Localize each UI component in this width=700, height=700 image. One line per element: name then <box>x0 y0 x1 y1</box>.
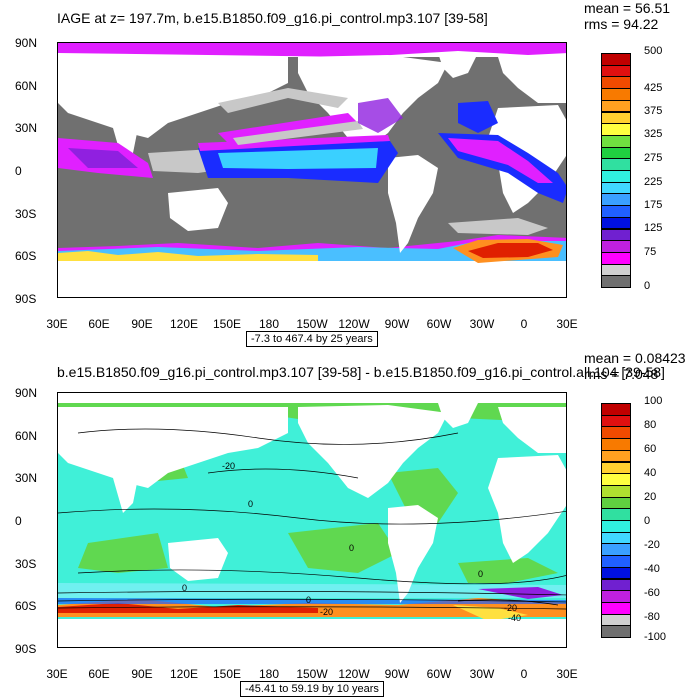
rms-value: rms = 7.048 <box>584 366 659 382</box>
lat-label: 90S <box>15 292 37 306</box>
colorbar <box>601 403 631 638</box>
mean-value: mean = 56.51 <box>584 0 671 16</box>
colorbar-label: 425 <box>644 82 663 94</box>
lon-label: 90E <box>131 317 153 331</box>
colorbar-label: -60 <box>644 587 660 599</box>
lon-label: 60E <box>88 317 110 331</box>
colorbar-label: 75 <box>644 246 657 258</box>
stats-readout: mean = 0.08423 rms = 7.048 <box>584 350 686 382</box>
lon-label: 180 <box>258 317 280 331</box>
lon-label: 30E <box>46 667 68 681</box>
lat-label: 60S <box>15 599 37 613</box>
lat-label: 60N <box>15 429 38 443</box>
contour-label: 0 <box>306 595 312 605</box>
contour-label: 0 <box>478 569 484 579</box>
colorbar-label: 225 <box>644 176 663 188</box>
colorbar-label: 20 <box>644 491 657 503</box>
contour-label: -40 <box>508 613 522 623</box>
lat-label: 0 <box>15 164 22 178</box>
colorbar-label: -20 <box>644 539 660 551</box>
contour-range: -45.41 to 59.19 by 10 years <box>240 681 384 697</box>
map-title: IAGE at z= 197.7m, b.e15.B1850.f09_g16.p… <box>57 10 488 26</box>
stats-readout: mean = 56.51 rms = 94.22 <box>584 0 670 32</box>
ocean-age-difference-map: -20 0 0 0 0 0 -20 -20 -40 <box>57 392 567 648</box>
lat-label: 30S <box>15 557 37 571</box>
contour-label: -20 <box>504 603 518 613</box>
lon-label: 90W <box>384 317 410 331</box>
lon-label: 30E <box>556 317 578 331</box>
contour-label: -20 <box>222 461 236 471</box>
colorbar-label: 275 <box>644 152 663 164</box>
lon-label: 150W <box>296 667 328 681</box>
colorbar-label: 0 <box>644 280 651 292</box>
contour-label: 0 <box>349 543 355 553</box>
colorbar-swatch <box>601 625 631 638</box>
lon-label: 60W <box>426 317 452 331</box>
colorbar-label: 0 <box>644 515 651 527</box>
lat-label: 30S <box>15 207 37 221</box>
colorbar-swatch <box>601 275 631 288</box>
lon-label: 120E <box>169 667 199 681</box>
rms-value: rms = 94.22 <box>584 16 659 32</box>
lon-label: 120W <box>338 317 370 331</box>
colorbar-label: 325 <box>644 128 663 140</box>
lon-label: 0 <box>520 317 528 331</box>
lon-label: 30W <box>469 317 495 331</box>
lat-label: 0 <box>15 514 22 528</box>
lon-label: 30W <box>469 667 495 681</box>
lon-label: 0 <box>520 667 528 681</box>
colorbar-label: -100 <box>644 631 667 643</box>
lat-label: 90S <box>15 642 37 656</box>
lon-label: 150E <box>212 317 242 331</box>
lon-label: 30E <box>46 317 68 331</box>
contour-label: -20 <box>320 607 334 617</box>
colorbar <box>601 53 631 288</box>
colorbar-label: 40 <box>644 467 657 479</box>
contour-label: 0 <box>248 499 254 509</box>
mean-value: mean = 0.08423 <box>584 350 686 366</box>
lon-label: 30E <box>556 667 578 681</box>
lon-label: 90W <box>384 667 410 681</box>
colorbar-label: 125 <box>644 222 663 234</box>
contour-label: 0 <box>182 583 188 593</box>
colorbar-label: 375 <box>644 105 663 117</box>
lon-label: 180 <box>258 667 280 681</box>
lon-label: 60W <box>426 667 452 681</box>
colorbar-label: 500 <box>644 45 663 57</box>
colorbar-label: 175 <box>644 199 663 211</box>
lon-label: 150W <box>296 317 328 331</box>
age-difference-panel: b.e15.B1850.f09_g16.pi_control.mp3.107 [… <box>0 350 700 700</box>
lon-label: 60E <box>88 667 110 681</box>
ocean-age-difference-field <box>58 393 566 647</box>
age-map-panel: IAGE at z= 197.7m, b.e15.B1850.f09_g16.p… <box>15 0 670 347</box>
lat-label: 30N <box>15 121 38 135</box>
contour-range: -7.3 to 467.4 by 25 years <box>246 331 378 347</box>
lon-label: 150E <box>212 667 242 681</box>
ocean-age-map <box>57 42 567 298</box>
colorbar-label: 100 <box>644 395 663 407</box>
lat-label: 90N <box>15 36 38 50</box>
colorbar-label: 80 <box>644 419 657 431</box>
ocean-age-field <box>58 43 566 297</box>
lon-label: 120W <box>338 667 370 681</box>
lat-label: 60N <box>15 79 38 93</box>
colorbar-label: -80 <box>644 611 660 623</box>
lon-label: 120E <box>169 317 199 331</box>
map-title: b.e15.B1850.f09_g16.pi_control.mp3.107 [… <box>57 364 665 380</box>
lat-label: 60S <box>15 249 37 263</box>
colorbar-label: 60 <box>644 443 657 455</box>
lat-label: 90N <box>15 386 38 400</box>
lat-label: 30N <box>15 471 38 485</box>
colorbar-label: -40 <box>644 563 660 575</box>
lon-label: 90E <box>131 667 153 681</box>
